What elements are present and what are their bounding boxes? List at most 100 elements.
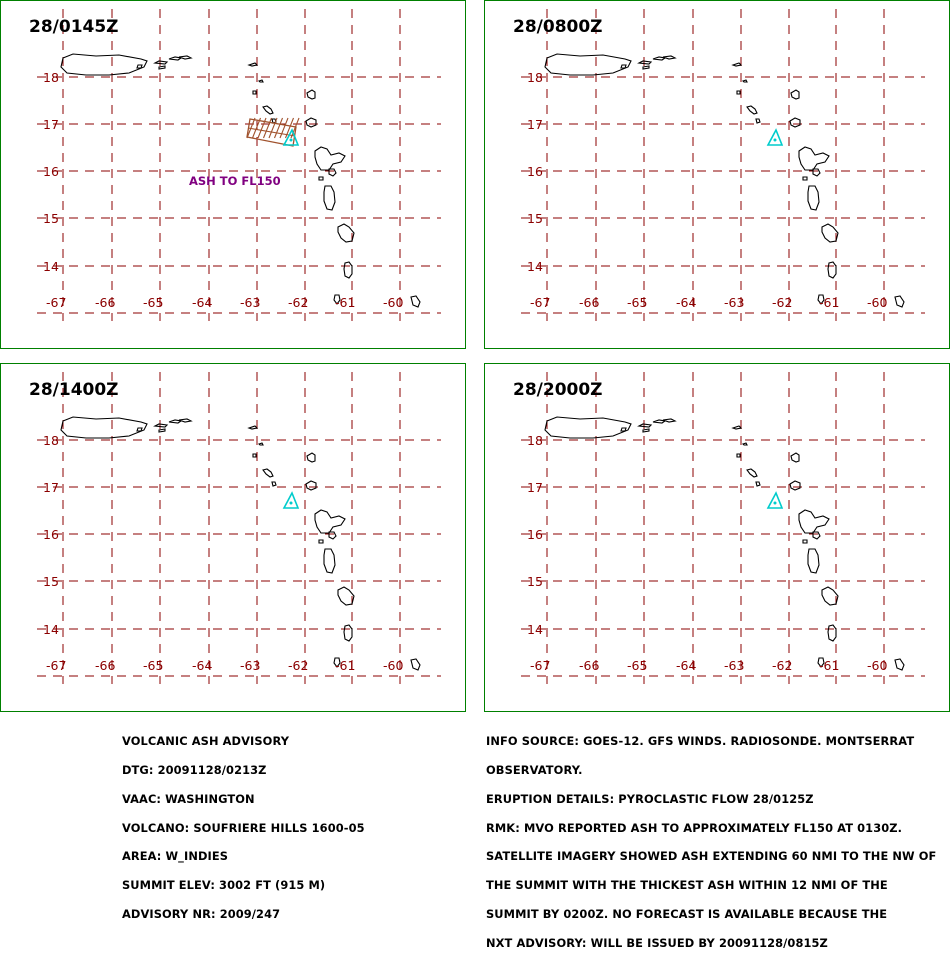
advisory-line: ADVISORY NR: 2009/247 — [122, 906, 281, 921]
island — [736, 90, 741, 95]
latitude-label: 15 — [527, 211, 543, 226]
st-vincent-island — [817, 657, 825, 668]
island — [620, 64, 627, 69]
ash-cloud-outline — [246, 118, 297, 147]
island — [736, 453, 741, 458]
island — [136, 64, 143, 69]
coastlines — [544, 416, 905, 671]
anguilla-island — [247, 425, 264, 446]
anguilla-island — [731, 425, 748, 446]
latitude-label: 16 — [527, 164, 543, 179]
advisory-line: VAAC: WASHINGTON — [122, 791, 255, 806]
longitude-label: -62 — [772, 295, 792, 310]
panel-time-label: 28/0145Z — [29, 17, 119, 37]
marie-galante-island — [812, 168, 821, 177]
montserrat-area — [271, 481, 277, 487]
montserrat-area — [755, 481, 761, 487]
barbuda-island — [306, 452, 316, 463]
triangle-icon — [766, 128, 784, 146]
antigua-island — [789, 117, 801, 128]
ash-hatch-line — [279, 117, 289, 139]
longitude-label: -63 — [724, 658, 744, 673]
virgin-islands — [637, 418, 677, 428]
volcano-marker — [773, 138, 777, 142]
barbados-island — [894, 658, 905, 671]
longitude-label: -66 — [579, 295, 599, 310]
virgin-islands — [637, 55, 677, 65]
advisory-line: INFO SOURCE: GOES-12. GFS WINDS. RADIOSO… — [486, 734, 915, 749]
island — [252, 90, 257, 95]
dominica-island — [323, 185, 336, 211]
longitude-label: -61 — [819, 295, 839, 310]
latitude-label: 16 — [43, 527, 59, 542]
st-vincent-island — [333, 294, 341, 305]
st-lucia-island — [343, 624, 353, 642]
longitude-label: -64 — [192, 295, 212, 310]
ash-hatch-line — [290, 117, 300, 139]
volcano-marker — [773, 501, 777, 505]
barbuda-island — [790, 89, 800, 100]
longitude-label: -62 — [288, 295, 308, 310]
advisory-line: NXT ADVISORY: WILL BE ISSUED BY 20091128… — [486, 935, 828, 950]
latitude-label: 17 — [43, 480, 59, 495]
marie-galante-island — [328, 531, 337, 540]
island — [620, 427, 627, 432]
ash-hatch-line — [247, 127, 296, 137]
coastlines — [60, 53, 421, 308]
ash-cloud-area — [246, 117, 300, 147]
latitude-label: 18 — [527, 70, 543, 85]
latitude-label: 18 — [43, 433, 59, 448]
martinique-island — [821, 586, 839, 606]
virgin-islands — [153, 55, 193, 65]
barbados-island — [410, 295, 421, 308]
longitude-label: -61 — [335, 295, 355, 310]
longitude-label: -66 — [95, 295, 115, 310]
latitude-label: 14 — [527, 622, 543, 637]
longitude-label: -65 — [143, 295, 163, 310]
st-kitts-island — [262, 468, 274, 478]
latitude-label: 14 — [43, 259, 59, 274]
island — [136, 427, 143, 432]
ash-hatch-line — [273, 117, 284, 139]
map-canvas: -67 -66 -65 -64 -63 -62 -61 -60 18 17 16 15 14 — [521, 9, 925, 321]
longitude-label: -63 — [240, 295, 260, 310]
martinique-island — [337, 223, 355, 243]
anguilla-island — [731, 62, 748, 83]
map-canvas: -67 -66 -65 -64 -63 -62 -61 -60 18 17 16 15 14 — [521, 372, 925, 684]
latitude-label: 16 — [527, 527, 543, 542]
advisory-header-text: VOLCANIC ASH ADVISORY DTG: 20091128/0213… — [122, 718, 365, 929]
st-lucia-island — [827, 261, 837, 279]
virgin-islands — [158, 65, 166, 70]
latitude-label: 15 — [527, 574, 543, 589]
antigua-island — [789, 480, 801, 491]
advisory-line: OBSERVATORY. — [486, 762, 583, 777]
advisory-remarks-text: INFO SOURCE: GOES-12. GFS WINDS. RADIOSO… — [486, 718, 936, 958]
map-panel-3: -67 -66 -65 -64 -63 -62 -61 -60 18 17 16 15 14 28/14… — [0, 363, 466, 712]
guadeloupe-island — [314, 146, 346, 171]
map-canvas: -67 -66 -65 -64 -63 -62 -61 -60 18 17 16 15 14 — [37, 372, 441, 684]
advisory-line: SATELLITE IMAGERY SHOWED ASH EXTENDING 6… — [486, 849, 937, 864]
dominica-island — [807, 185, 820, 211]
island — [802, 539, 808, 544]
puerto-rico-island — [60, 53, 148, 76]
virgin-islands — [153, 418, 193, 428]
longitude-label: -65 — [627, 658, 647, 673]
advisory-line: DTG: 20091128/0213Z — [122, 762, 267, 777]
longitude-label: -66 — [579, 658, 599, 673]
triangle-icon — [282, 128, 300, 146]
st-vincent-island — [333, 657, 341, 668]
montserrat-area — [755, 118, 761, 124]
antigua-island — [305, 480, 317, 491]
advisory-line: RMK: MVO REPORTED ASH TO APPROXIMATELY F… — [486, 820, 903, 835]
advisory-line: SUMMIT BY 0200Z. NO FORECAST IS AVAILABL… — [486, 906, 888, 921]
longitude-label: -66 — [95, 658, 115, 673]
longitude-label: -63 — [724, 295, 744, 310]
puerto-rico-island — [544, 416, 632, 439]
latitude-label: 17 — [527, 480, 543, 495]
virgin-islands — [642, 428, 650, 433]
latitude-label: 14 — [527, 259, 543, 274]
barbados-island — [410, 658, 421, 671]
barbuda-island — [790, 452, 800, 463]
longitude-label: -64 — [676, 295, 696, 310]
barbuda-island — [306, 89, 316, 100]
